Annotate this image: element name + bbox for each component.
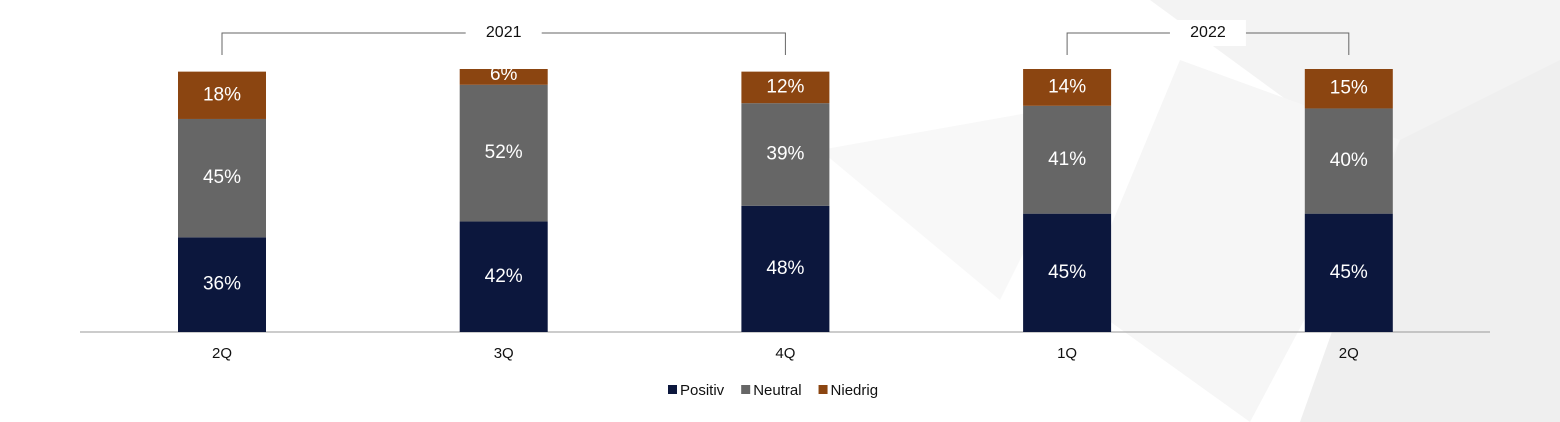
group-label: 2022 <box>1190 24 1226 41</box>
bar-segment <box>1304 213 1393 332</box>
x-tick-label: 2Q <box>212 345 232 362</box>
bar-segment <box>1304 69 1393 109</box>
bar-segment <box>741 103 830 206</box>
value-label: 45% <box>1330 262 1368 283</box>
legend-swatch <box>818 385 828 394</box>
value-label: 6% <box>490 64 518 85</box>
bar-segment <box>178 118 266 238</box>
bar-segment <box>1304 108 1393 214</box>
legend-label: Positiv <box>680 382 725 399</box>
value-label: 39% <box>766 143 804 164</box>
bar-segment <box>1023 69 1112 106</box>
bar-segment <box>459 221 548 332</box>
value-label: 40% <box>1330 150 1368 171</box>
bar-segment <box>1023 213 1112 332</box>
legend-label: Niedrig <box>831 382 879 399</box>
value-label: 18% <box>203 84 241 105</box>
legend-swatch <box>668 385 677 394</box>
value-label: 15% <box>1330 78 1368 99</box>
legend-swatch <box>741 385 751 394</box>
x-tick-label: 4Q <box>775 345 795 362</box>
value-label: 12% <box>766 76 804 97</box>
value-label: 42% <box>485 266 523 287</box>
bar-segment <box>741 71 830 104</box>
bar-segment <box>459 69 548 85</box>
value-label: 45% <box>203 167 241 188</box>
x-tick-label: 3Q <box>494 345 514 362</box>
value-label: 45% <box>1048 262 1086 283</box>
group-label-box <box>1169 20 1246 46</box>
value-label: 36% <box>203 274 241 295</box>
value-label: 48% <box>766 258 804 279</box>
value-label: 52% <box>485 142 523 163</box>
value-label: 14% <box>1048 76 1086 97</box>
group-label: 2021 <box>486 24 522 41</box>
x-tick-label: 2Q <box>1339 345 1359 362</box>
value-label: 41% <box>1048 149 1086 170</box>
bar-segment <box>741 205 830 332</box>
bar-segment <box>1023 105 1112 214</box>
legend-label: Neutral <box>753 382 801 399</box>
group-label-box <box>465 20 542 46</box>
bar-segment <box>178 237 266 332</box>
bar-segment <box>459 84 548 222</box>
x-tick-label: 1Q <box>1057 345 1077 362</box>
bar-segment <box>178 71 266 119</box>
